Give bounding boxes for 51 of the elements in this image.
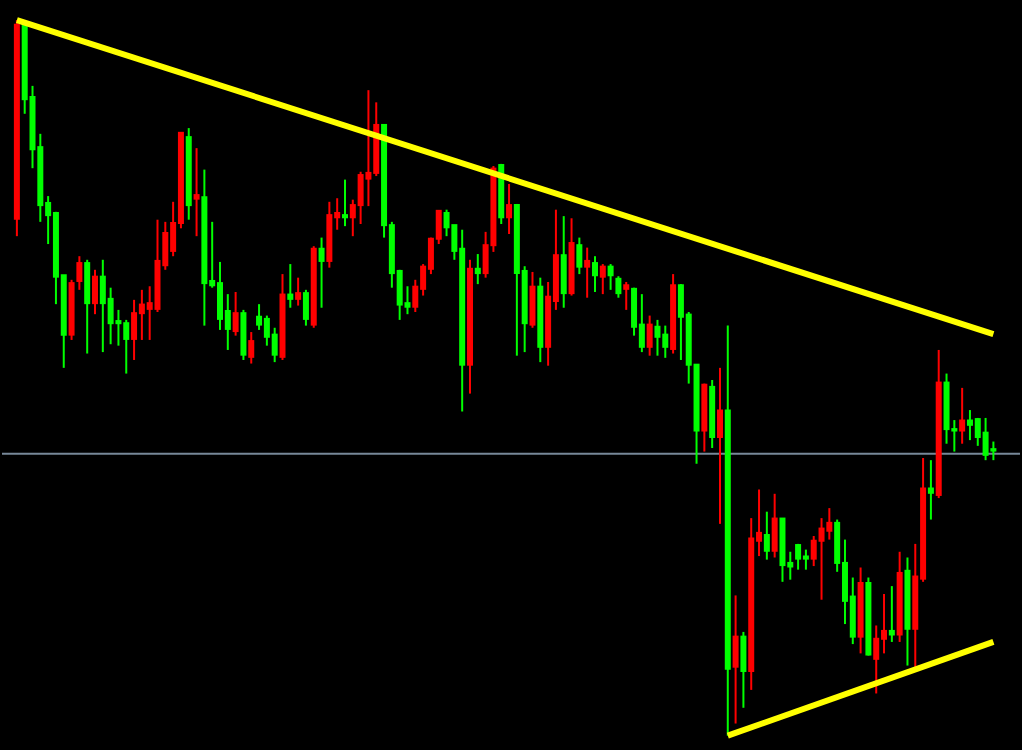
candlestick [990, 440, 997, 462]
candlestick [287, 263, 294, 309]
candlestick [771, 492, 778, 559]
candlestick [256, 303, 263, 331]
candlestick [607, 263, 614, 291]
candlestick [881, 592, 888, 655]
candlestick [959, 386, 966, 445]
candlestick [810, 535, 817, 568]
candlestick [295, 276, 302, 307]
candlestick [474, 253, 481, 286]
candlestick [138, 288, 145, 341]
candlestick [599, 263, 606, 296]
candlestick [763, 510, 770, 561]
candlestick [740, 630, 747, 709]
candlestick [92, 268, 98, 316]
candlestick [638, 293, 645, 354]
candlestick [677, 283, 684, 361]
candlestick [560, 215, 567, 309]
candlestick [123, 318, 130, 375]
candlestick [591, 255, 598, 293]
candlestick [529, 270, 536, 329]
candlestick [584, 246, 591, 299]
candlestick [326, 200, 333, 269]
candlestick [271, 326, 278, 364]
candlestick [193, 147, 200, 238]
candlestick [84, 258, 91, 355]
candlestick [716, 366, 723, 525]
candlestick [318, 236, 325, 309]
candlestick [341, 178, 348, 228]
candlestick [732, 594, 739, 725]
candlestick [646, 314, 653, 357]
candlestick [701, 382, 708, 453]
candlestick [217, 260, 223, 331]
candlestick [795, 542, 802, 571]
candlestick [99, 258, 106, 354]
candlestick [873, 624, 880, 695]
candlestick [248, 331, 255, 365]
candlestick [982, 416, 989, 462]
candlestick [302, 288, 309, 327]
candlestick [240, 308, 247, 361]
candlestick [802, 548, 809, 571]
candlestick [232, 290, 239, 337]
candlestick [662, 324, 669, 359]
candlestick [576, 236, 583, 276]
candlestick [623, 280, 630, 311]
candlestick [927, 459, 934, 521]
candlestick [966, 409, 973, 442]
candlestick [506, 182, 513, 236]
candlestick [131, 298, 138, 361]
candlestick [654, 318, 661, 357]
candlestick [888, 585, 895, 643]
